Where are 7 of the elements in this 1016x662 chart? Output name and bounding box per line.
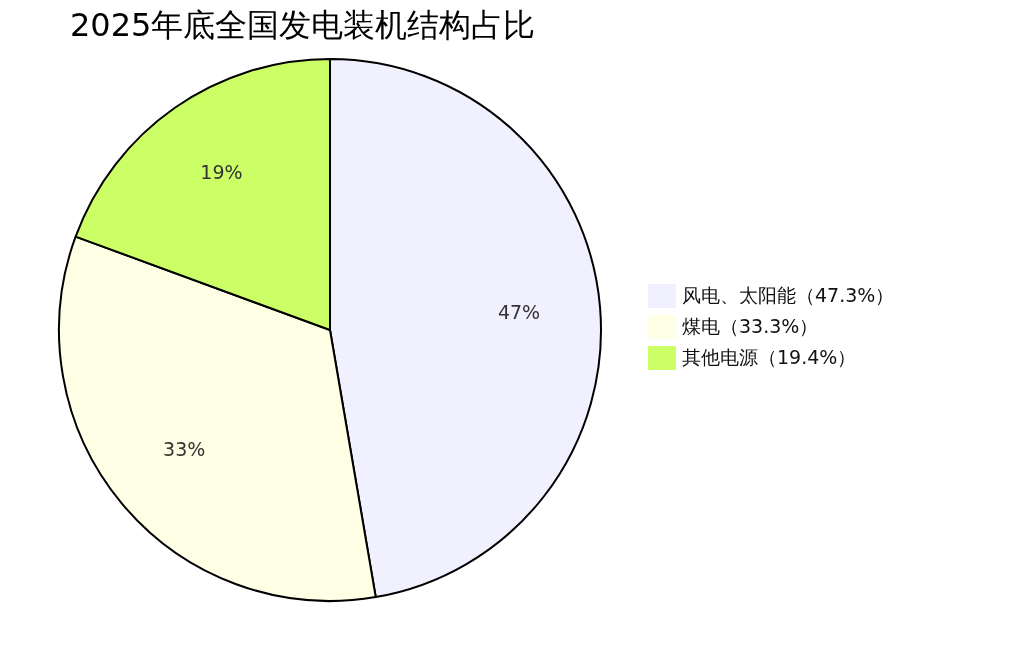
data-label: 33% <box>163 438 206 461</box>
data-label: 19% <box>200 161 243 184</box>
legend-label: 煤电（33.3%） <box>682 313 819 339</box>
data-label: 47% <box>497 300 541 323</box>
slice-label: 风电、太阳能（47.3%） <box>682 282 895 308</box>
legend-label: 其他电源（19.4%） <box>682 344 857 370</box>
chart-title: 2025年底全国发电装机结构占比 <box>70 5 536 46</box>
